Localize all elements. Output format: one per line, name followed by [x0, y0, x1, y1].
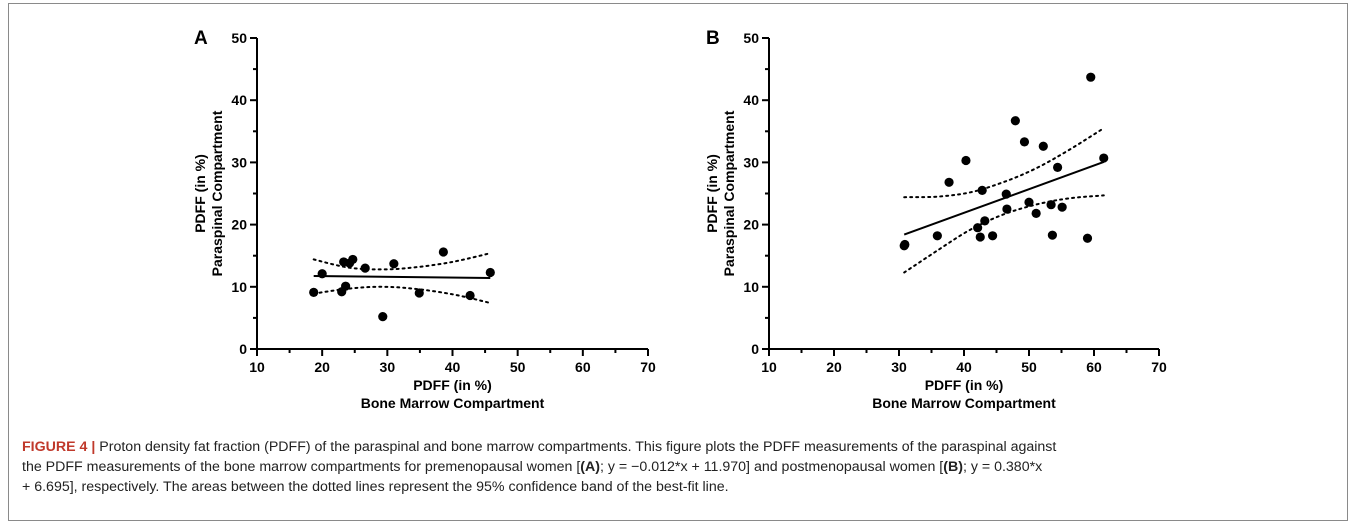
x-axis-title: PDFF (in %) [925, 377, 1004, 393]
caption-line-1: FIGURE 4 | Proton density fat fraction (… [22, 437, 1334, 457]
y-axis-title: PDFF (in %) [704, 154, 720, 233]
caption-text-2c: ; y = 0.380*x [962, 459, 1043, 475]
caption-text-2b: ; y = −0.012*x + 11.970] and postmenopau… [600, 459, 944, 475]
x-tick-label: 20 [314, 359, 330, 375]
data-point [1082, 233, 1093, 243]
data-point [465, 290, 475, 301]
x-tick-label: 20 [826, 359, 842, 375]
y-axis-title: PDFF (in %) [192, 154, 208, 233]
data-point [988, 231, 998, 241]
caption-ref-a: (A) [580, 459, 600, 475]
x-tick-label: 60 [575, 359, 591, 375]
data-point [414, 288, 424, 298]
y-tick-label: 20 [231, 217, 247, 233]
data-point [900, 239, 910, 250]
figure-caption: FIGURE 4 | Proton density fat fraction (… [22, 437, 1334, 497]
data-point [485, 267, 495, 278]
caption-text-2a: the PDFF measurements of the bone marrow… [22, 459, 581, 475]
y-tick-label: 40 [743, 92, 759, 108]
data-point [1057, 202, 1067, 212]
data-point [1031, 208, 1041, 219]
x-tick-label: 70 [640, 359, 656, 375]
data-point [980, 216, 990, 226]
x-tick-label: 30 [891, 359, 907, 375]
data-point [309, 287, 319, 297]
data-point [341, 281, 351, 291]
data-point [378, 312, 388, 322]
ci-upper-line [903, 127, 1105, 199]
caption-ref-b: (B) [943, 459, 963, 475]
panel-label: B [706, 28, 720, 49]
ci-upper-line [312, 252, 492, 271]
data-point [944, 177, 954, 187]
y-tick-label: 50 [743, 30, 759, 46]
fit-line [903, 161, 1105, 236]
data-point [1001, 189, 1011, 199]
y-axis-subtitle: Paraspinal Compartment [209, 110, 225, 276]
data-point [1038, 141, 1048, 151]
x-tick-label: 30 [380, 359, 396, 375]
x-axis-subtitle: Bone Marrow Compartment [872, 395, 1056, 411]
data-point [438, 247, 448, 257]
data-point [348, 254, 358, 265]
data-point [1099, 153, 1109, 163]
data-point [1053, 162, 1063, 172]
data-point [317, 269, 327, 279]
data-point [1002, 204, 1012, 214]
x-axis-subtitle: Bone Marrow Compartment [361, 395, 545, 411]
fit-line [313, 274, 491, 279]
y-axis-subtitle: Paraspinal Compartment [721, 110, 737, 276]
caption-line-2: the PDFF measurements of the bone marrow… [22, 457, 1334, 477]
data-point [1046, 200, 1056, 210]
data-point [1047, 230, 1057, 240]
y-tick-label: 0 [239, 341, 247, 357]
data-point [977, 185, 987, 195]
y-tick-label: 0 [751, 341, 759, 357]
data-point [1010, 116, 1020, 126]
y-tick-label: 10 [231, 279, 247, 295]
figure-frame [8, 3, 1348, 521]
y-tick-label: 50 [231, 30, 247, 46]
data-point [1024, 197, 1034, 207]
y-tick-label: 30 [231, 154, 247, 170]
x-axis-title: PDFF (in %) [413, 377, 492, 393]
y-tick-label: 40 [231, 92, 247, 108]
data-point [975, 232, 985, 242]
ci-lower-line [903, 194, 1105, 274]
data-point [932, 231, 942, 241]
data-point [389, 259, 399, 269]
caption-text-3: + 6.695], respectively. The areas betwee… [22, 479, 729, 495]
y-tick-label: 30 [743, 154, 759, 170]
caption-text-1: Proton density fat fraction (PDFF) of th… [95, 439, 1057, 455]
data-point [973, 223, 983, 233]
y-tick-label: 10 [743, 279, 759, 295]
caption-figure-label: FIGURE 4 | [22, 439, 96, 455]
x-tick-label: 60 [1086, 359, 1102, 375]
y-tick-label: 20 [743, 217, 759, 233]
data-point [1019, 137, 1030, 147]
panel-label: A [194, 28, 208, 49]
x-tick-label: 40 [445, 359, 461, 375]
x-tick-label: 70 [1151, 359, 1167, 375]
x-tick-label: 10 [761, 359, 777, 375]
data-point [360, 263, 370, 273]
x-tick-label: 50 [510, 359, 526, 375]
x-tick-label: 40 [956, 359, 972, 375]
x-tick-label: 50 [1021, 359, 1037, 375]
x-tick-label: 10 [249, 359, 265, 375]
data-point [961, 155, 971, 166]
data-point [1086, 72, 1096, 82]
caption-line-3: + 6.695], respectively. The areas betwee… [22, 477, 1334, 497]
